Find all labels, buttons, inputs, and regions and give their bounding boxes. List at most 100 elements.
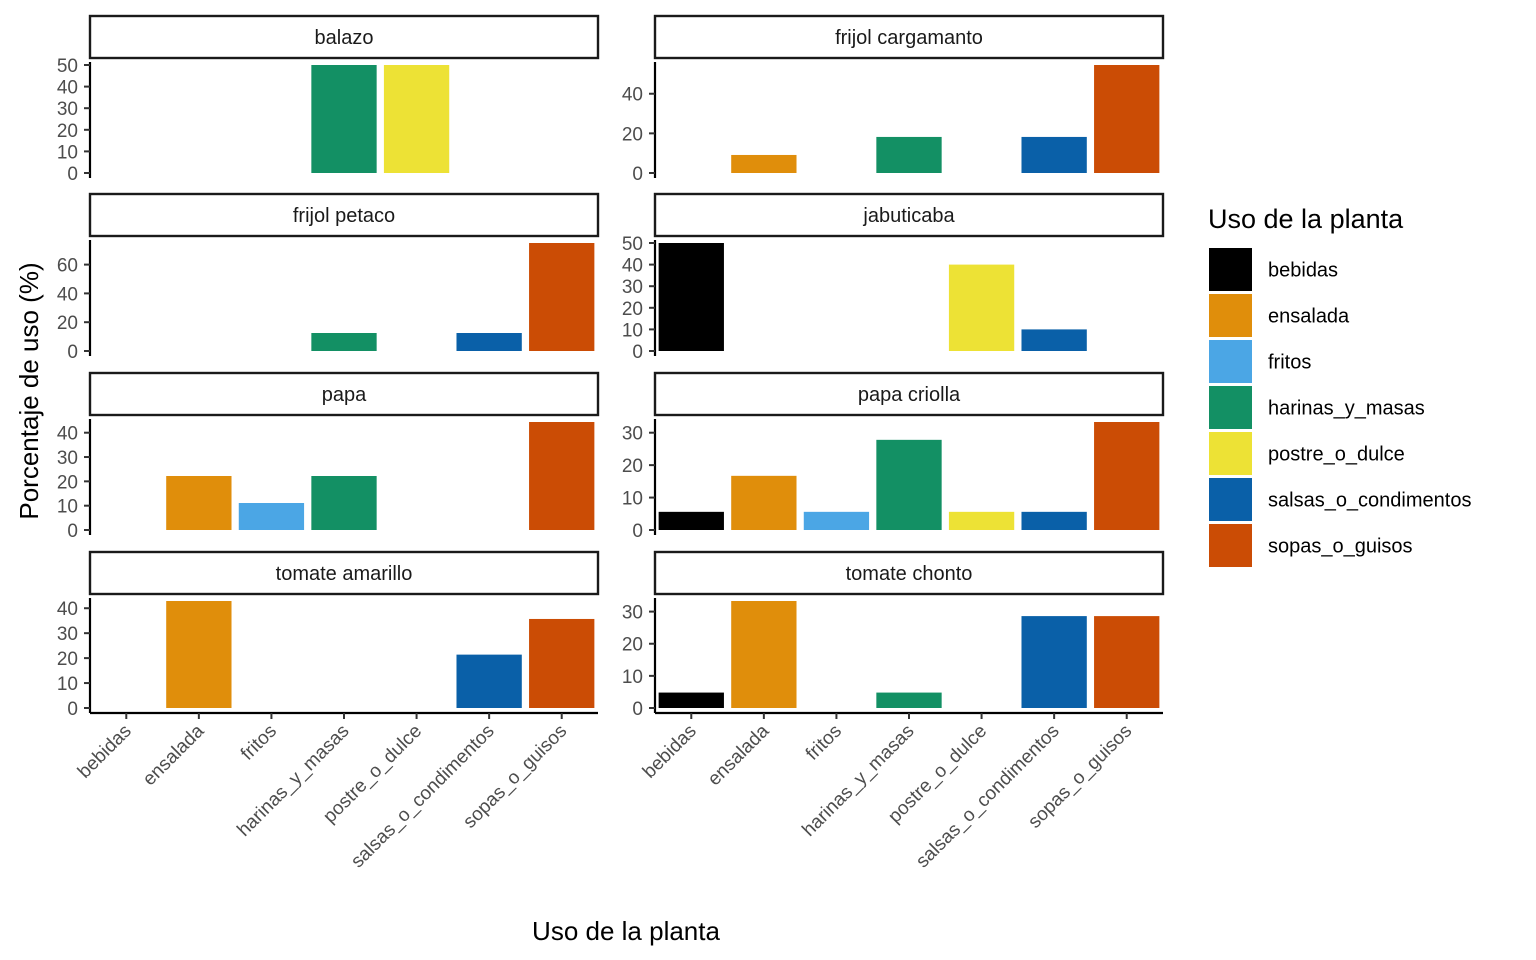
strip-balazo: [88, 14, 600, 60]
y-tick-label: 20: [622, 456, 643, 477]
bar-frijol-cargamanto-harinas-y-masas: [876, 136, 942, 173]
bar-papa-fritos: [238, 503, 305, 530]
panel-frijol-cargamanto: frijol cargamanto 0 20 40: [622, 14, 1165, 185]
legend-title: Uso de la planta: [1208, 204, 1404, 234]
panel-tomate-amarillo: tomate amarillo 0 10 20 30 40 bebidas ensalada f…: [57, 550, 600, 873]
bar-papa-criolla-postre-o-dulce: [948, 511, 1015, 530]
bar-jabuticaba-salsas-o-condimentos: [1021, 329, 1087, 351]
x-tick-label: fritos: [237, 721, 281, 765]
y-tick-label: 0: [67, 342, 78, 363]
x-tick-label: fritos: [802, 721, 846, 765]
x-tick-label: bebidas: [74, 721, 136, 783]
y-tick-label: 30: [57, 448, 78, 469]
strip-label: papa: [322, 384, 367, 406]
bar-tomate-amarillo-ensalada: [166, 601, 232, 708]
panel-frijol-petaco: frijol petaco 0 20 40 60: [57, 192, 600, 363]
y-tick-label: 20: [622, 299, 643, 320]
legend-swatch-salsas-o-condimentos: [1209, 478, 1252, 521]
y-tick-label: 40: [622, 85, 643, 106]
bar-papa-harinas-y-masas: [311, 476, 377, 530]
bar-papa-criolla-fritos: [803, 511, 870, 530]
bar-tomate-chonto-ensalada: [731, 601, 797, 708]
y-tick-label: 20: [57, 472, 78, 493]
legend-label-sopas-o-guisos: sopas_o_guisos: [1268, 536, 1413, 558]
legend-label-salsas-o-condimentos: salsas_o_condimentos: [1268, 490, 1471, 512]
strip-frijol-cargamanto: [653, 14, 1165, 60]
bar-frijol-petaco-harinas-y-masas: [311, 333, 377, 351]
bar-tomate-amarillo-sopas-o-guisos: [529, 618, 595, 708]
y-tick-label: 0: [632, 342, 643, 363]
panel-papa: papa 0 10 20 30 40: [57, 371, 600, 542]
bar-tomate-chonto-bebidas: [658, 692, 724, 708]
bar-frijol-petaco-salsas-o-condimentos: [456, 333, 522, 351]
x-axis-title: Uso de la planta: [532, 916, 720, 946]
legend-items: bebidas ensalada fritos harinas_y_masaspost…: [1209, 248, 1471, 567]
y-tick-label: 40: [57, 424, 78, 445]
y-tick-label: 40: [57, 78, 78, 99]
legend-swatch-postre-o-dulce: [1209, 432, 1252, 475]
y-tick-label: 30: [622, 277, 643, 298]
y-tick-label: 10: [57, 497, 78, 518]
y-tick-label: 20: [57, 313, 78, 334]
y-tick-label: 0: [632, 164, 643, 185]
bar-jabuticaba-bebidas: [658, 243, 724, 351]
strip-label: jabuticaba: [862, 205, 955, 227]
y-tick-label: 10: [57, 142, 78, 163]
y-tick-label: 50: [622, 234, 643, 255]
y-tick-label: 30: [57, 624, 78, 645]
y-tick-label: 40: [57, 599, 78, 620]
bar-frijol-cargamanto-sopas-o-guisos: [1094, 65, 1160, 173]
y-tick-label: 60: [57, 256, 78, 277]
y-tick-label: 10: [622, 667, 643, 688]
bar-tomate-amarillo-salsas-o-condimentos: [456, 654, 522, 708]
strip-label: frijol petaco: [293, 205, 395, 227]
bar-papa-ensalada: [166, 476, 232, 530]
legend-label-bebidas: bebidas: [1268, 260, 1338, 282]
y-tick-label: 40: [57, 284, 78, 305]
y-tick-label: 50: [57, 56, 78, 77]
bar-balazo-postre-o-dulce: [383, 65, 450, 173]
legend-swatch-fritos: [1209, 340, 1252, 383]
y-tick-label: 0: [67, 521, 78, 542]
y-tick-label: 20: [57, 121, 78, 142]
legend-label-harinas-y-masas: harinas_y_masas: [1268, 398, 1425, 420]
y-tick-label: 30: [622, 603, 643, 624]
y-axis-title: Porcentaje de uso (%): [14, 262, 44, 519]
x-tick-label: salsas_o_condimentos: [347, 721, 499, 873]
x-tick-label: bebidas: [639, 721, 701, 783]
y-tick-label: 0: [67, 699, 78, 720]
bar-frijol-cargamanto-ensalada: [731, 154, 797, 173]
strip-label: frijol cargamanto: [835, 27, 983, 49]
bar-tomate-chonto-sopas-o-guisos: [1094, 616, 1160, 708]
strip-papa-criolla: [653, 371, 1165, 417]
y-tick-label: 30: [57, 99, 78, 120]
legend-swatch-bebidas: [1209, 248, 1252, 291]
legend-label-postre-o-dulce: postre_o_dulce: [1268, 444, 1405, 466]
bar-tomate-chonto-salsas-o-condimentos: [1021, 616, 1087, 708]
bar-frijol-petaco-sopas-o-guisos: [529, 243, 595, 351]
y-tick-label: 20: [622, 124, 643, 145]
panel-papa-criolla: papa criolla 0 10 20 30: [622, 371, 1165, 542]
bar-frijol-cargamanto-salsas-o-condimentos: [1021, 136, 1087, 173]
bar-papa-sopas-o-guisos: [529, 422, 595, 530]
y-tick-label: 40: [622, 256, 643, 277]
strip-label: balazo: [315, 27, 374, 49]
legend-swatch-sopas-o-guisos: [1209, 524, 1252, 567]
y-tick-label: 10: [622, 489, 643, 510]
strip-label: papa criolla: [858, 384, 961, 406]
strip-jabuticaba: [653, 192, 1165, 238]
y-tick-label: 0: [632, 521, 643, 542]
bar-papa-criolla-salsas-o-condimentos: [1021, 511, 1087, 530]
bar-tomate-chonto-harinas-y-masas: [876, 692, 942, 708]
legend: Uso de la planta bebidas ensalada fritos ha…: [1208, 204, 1471, 567]
bar-papa-criolla-ensalada: [731, 475, 797, 530]
bar-balazo-harinas-y-masas: [311, 65, 377, 173]
x-tick-label: ensalada: [704, 720, 774, 790]
y-tick-label: 10: [622, 320, 643, 341]
y-tick-label: 0: [632, 699, 643, 720]
strip-tomate-amarillo: [88, 550, 600, 596]
bar-papa-criolla-sopas-o-guisos: [1094, 422, 1160, 530]
